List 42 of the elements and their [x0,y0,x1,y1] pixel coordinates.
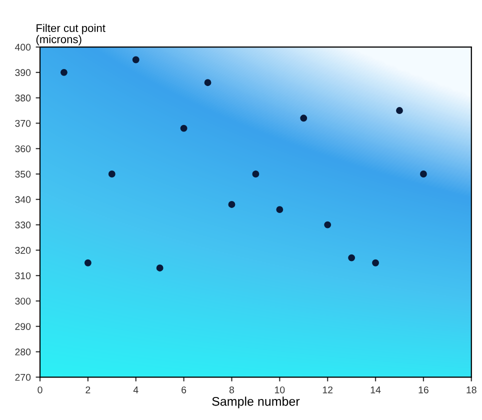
y-tick-label: 280 [15,348,31,356]
x-tick-label: 0 [38,386,42,394]
x-tick-label: 6 [182,386,186,394]
y-tick-label: 400 [14,44,31,51]
y-tick-label: 380 [15,94,31,102]
x-tick-label: 16 [418,386,428,394]
x-tick-label: 12 [322,386,333,394]
y-tick-label: 270 [15,374,31,381]
x-tick-label: 18 [466,386,476,394]
x-tick-label: 2 [86,386,90,394]
point [132,56,140,64]
x-tick-label: 4 [133,386,138,394]
point [372,259,380,266]
y-tick-label: 340 [15,196,31,204]
x-tick-label: 8 [229,386,234,394]
point [60,68,68,76]
point [204,79,212,86]
x-tick-label: 10 [275,386,285,394]
y-tick-label: 300 [15,298,31,305]
point [420,170,427,178]
y-tick-label: 310 [15,272,31,280]
y-tick-label: 370 [15,120,31,127]
y-tick-label: 330 [15,222,31,228]
y-tick-label: 360 [15,145,31,152]
point [324,221,332,228]
point [348,254,356,262]
point [84,259,92,266]
point [156,264,164,272]
x-axis-title: Sample number [212,396,300,408]
x-tick-label: 14 [370,386,381,394]
y-tick-label: 290 [15,323,31,330]
point [252,170,260,178]
point [108,170,116,178]
point [228,201,236,208]
point [396,107,403,114]
y-axis-title: Filter cut point (microns) [36,24,106,46]
y-tick-label: 350 [15,170,31,178]
point [276,206,284,214]
y-tick-label: 320 [15,246,31,254]
point [180,124,188,132]
y-tick-label: 390 [15,69,31,76]
point [300,114,308,122]
